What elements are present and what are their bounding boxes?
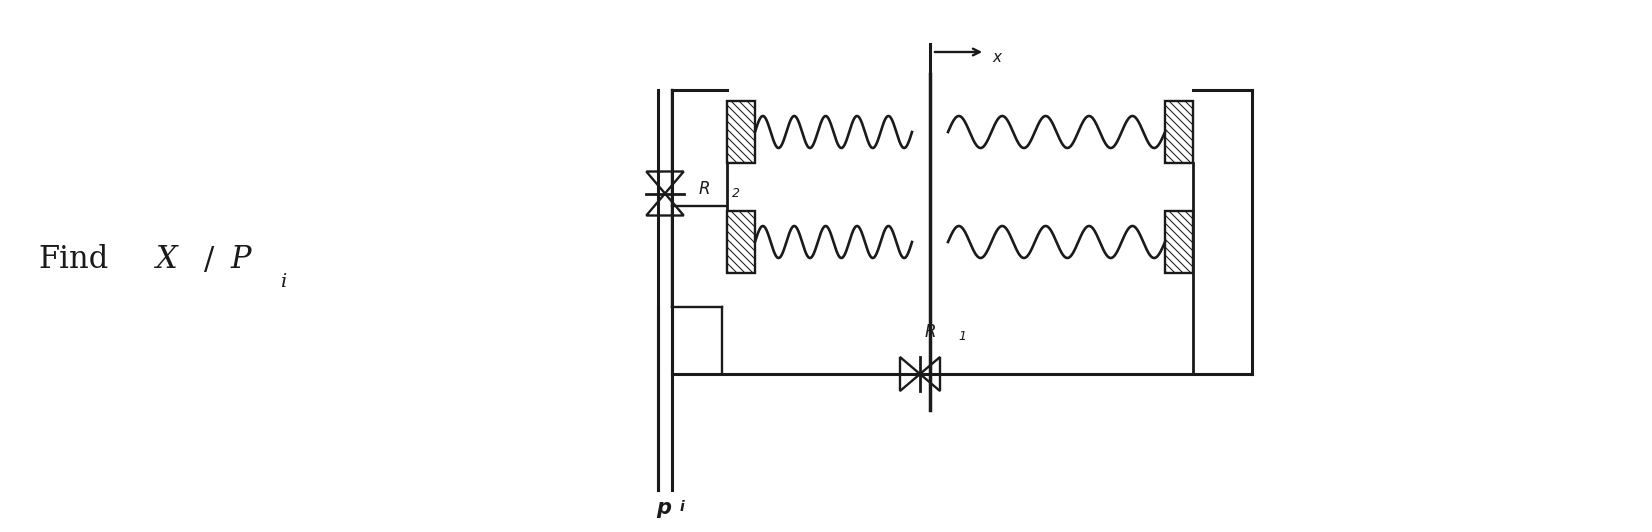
Text: X: X	[155, 245, 178, 276]
Bar	[1165, 211, 1193, 273]
Text: R: R	[925, 323, 937, 341]
Text: 2: 2	[732, 187, 740, 200]
Bar	[727, 211, 755, 273]
Bar	[1165, 101, 1193, 163]
Text: x: x	[991, 51, 1001, 65]
Text: 1: 1	[958, 330, 966, 344]
Text: p: p	[656, 498, 671, 518]
Bar	[727, 101, 755, 163]
Text: Find: Find	[38, 245, 109, 276]
Text: i: i	[681, 500, 684, 514]
Text: /: /	[203, 245, 215, 276]
Text: R: R	[699, 179, 710, 197]
Text: i: i	[279, 273, 286, 291]
Text: P: P	[230, 245, 251, 276]
